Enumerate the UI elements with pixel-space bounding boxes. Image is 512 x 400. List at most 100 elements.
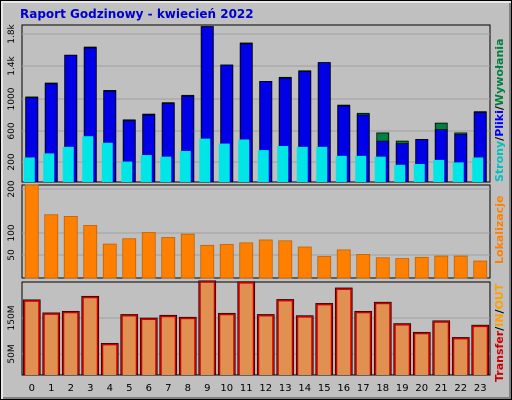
legend-panel3: Transfer/IN/OUT (493, 283, 506, 382)
y-tick-label: 1000 (7, 87, 17, 110)
bar-pages (413, 164, 425, 182)
plot-area (21, 184, 491, 279)
bar-visits (180, 233, 195, 279)
x-tick-label: 20 (415, 383, 428, 394)
bar-pages (394, 164, 406, 182)
bar-kbytes (278, 301, 292, 375)
x-tick-label: 11 (240, 383, 253, 394)
bar-pages (355, 155, 367, 182)
bar-visits (434, 255, 449, 279)
x-tick-label: 6 (146, 383, 152, 394)
legend-panel2: Lokalizacje (493, 196, 506, 264)
x-tick-label: 0 (29, 383, 35, 394)
legend-part: / (493, 308, 506, 313)
bar-pages (277, 146, 289, 182)
bar-visits (258, 239, 273, 279)
panel-visits: 50 100 200 (7, 180, 491, 279)
x-tick-label: 13 (279, 383, 292, 394)
bar-visits (395, 258, 410, 279)
bar-kbytes (64, 313, 78, 375)
legend-part: Lokalizacje (493, 196, 506, 264)
y-tick-label: 50 (7, 249, 17, 261)
bar-kbytes (395, 325, 409, 375)
bar-kbytes (298, 317, 312, 375)
y-tick-label: 1.8k (7, 23, 17, 43)
bar-kbytes (376, 304, 390, 375)
panel-hits-files-pages: 200 600 1000 1.4k 1.8k (7, 23, 491, 183)
bar-kbytes (239, 283, 253, 375)
y-tick-label: 600 (7, 122, 17, 139)
legend-part: Pliki (493, 110, 506, 137)
bar-pages (316, 146, 328, 182)
bar-pages (160, 156, 172, 182)
bar-pages (43, 153, 55, 182)
bar-kbytes (356, 313, 370, 375)
x-tick-label: 18 (376, 383, 389, 394)
bar-visits (453, 255, 468, 279)
bar-visits (473, 260, 488, 279)
x-tick-label: 22 (454, 383, 467, 394)
y-tick-label: 1.4k (7, 55, 17, 75)
bar-visits (122, 238, 137, 279)
bar-visits (63, 216, 78, 279)
legend-part: Wywołania (493, 39, 506, 107)
x-tick-label: 3 (87, 383, 93, 394)
y-tick-label: 200 (7, 180, 17, 197)
bar-visits (24, 184, 39, 279)
bar-kbytes (259, 316, 273, 375)
x-tick-label: 7 (165, 383, 171, 394)
x-tick-label: 8 (185, 383, 191, 394)
bar-visits (141, 232, 156, 279)
panel-kbytes: 50M 150M (7, 280, 491, 376)
legend-part: Strony (493, 141, 506, 182)
bar-visits (297, 246, 312, 279)
bar-pages (23, 157, 35, 182)
x-tick-label: 17 (357, 383, 370, 394)
bar-visits (83, 225, 98, 279)
x-tick-label: 5 (126, 383, 132, 394)
x-axis-hours: 0 1 2 3 4 5 6 7 8 9 10 11 12 13 14 15 16 17 18 19 20 21 22 23 (29, 383, 487, 394)
x-tick-label: 2 (68, 383, 74, 394)
bar-pages (472, 157, 484, 182)
y-tick-label: 150M (7, 306, 17, 331)
bar-pages (374, 156, 386, 182)
x-tick-label: 14 (298, 383, 311, 394)
bar-visits (336, 249, 351, 279)
bar-visits (317, 256, 332, 279)
plot-area (21, 24, 491, 183)
bar-kbytes (337, 289, 351, 375)
bar-kbytes (142, 320, 156, 375)
x-tick-label: 21 (435, 383, 448, 394)
bar-kbytes (44, 314, 58, 375)
x-tick-label: 4 (107, 383, 113, 394)
legend-part: / (493, 326, 506, 331)
bar-pages (121, 161, 133, 182)
bar-kbytes (181, 319, 195, 375)
bar-kbytes (103, 345, 117, 375)
y-tick-label: 50M (7, 344, 17, 363)
bar-kbytes (220, 315, 234, 375)
x-tick-label: 9 (204, 383, 210, 394)
bar-visits (102, 243, 117, 279)
bar-pages (218, 143, 230, 182)
bar-kbytes (25, 301, 39, 375)
bar-visits (219, 244, 234, 279)
legend-part: OUT (493, 283, 506, 309)
bar-pages (199, 138, 211, 182)
bar-pages (433, 159, 445, 182)
bar-kbytes (434, 322, 448, 375)
y-tick-label: 200 (7, 153, 17, 170)
x-tick-label: 1 (48, 383, 54, 394)
bar-pages (296, 146, 308, 182)
legend-part: Transfer (493, 330, 506, 382)
legend-panel1: Strony/Pliki/Wywołania (493, 39, 506, 183)
x-tick-label: 16 (337, 383, 350, 394)
plot-area (21, 281, 491, 376)
x-tick-label: 23 (474, 383, 487, 394)
bar-kbytes (83, 298, 97, 375)
x-tick-label: 19 (396, 383, 409, 394)
bar-kbytes (415, 334, 429, 375)
legend-part: / (493, 136, 506, 141)
bar-pages (335, 155, 347, 182)
bar-kbytes (473, 327, 487, 375)
